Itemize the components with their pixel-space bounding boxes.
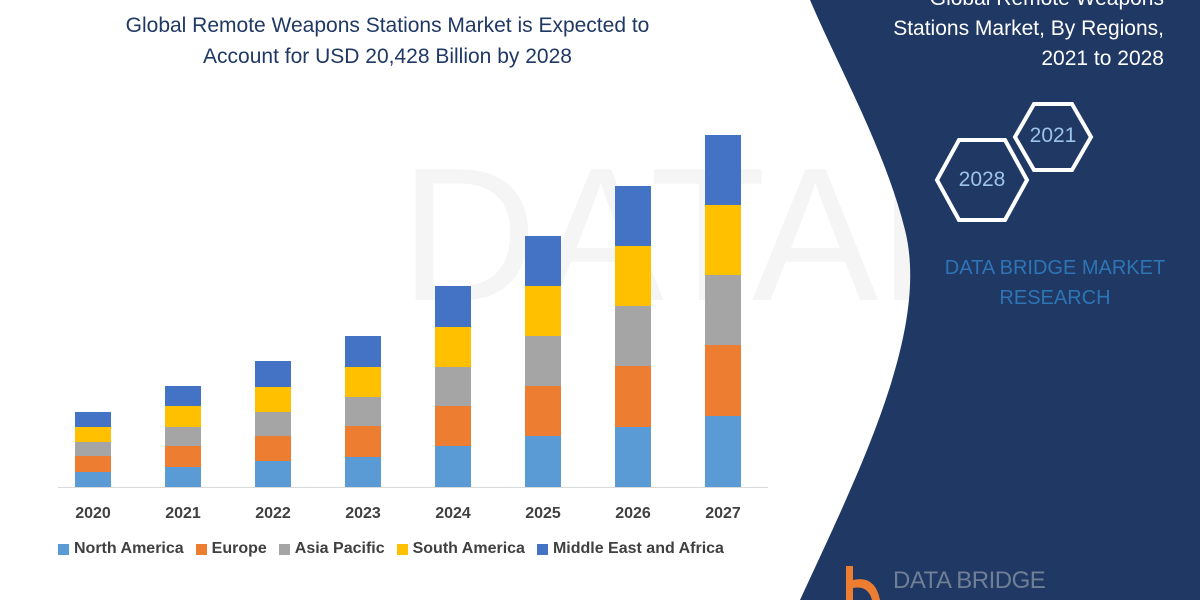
legend-swatch [278, 543, 290, 555]
x-tick-label: 2027 [705, 505, 741, 522]
side-panel-background [800, 0, 1200, 600]
title-line-1: Global Remote Weapons Stations Market is… [125, 14, 650, 37]
legend-item: South America [396, 540, 525, 558]
x-tick-label: 2025 [525, 505, 561, 522]
bar-segment-2021-middle-east-and-africa [165, 386, 201, 406]
bar-segment-2023-south-america [345, 367, 381, 397]
bar-segment-2024-south-america [435, 327, 471, 367]
stacked-bar-chart: 2020 2021 2022 2023 2024 2025 2026 2027 [58, 135, 768, 522]
bar-segment-2025-south-america [525, 286, 561, 336]
bar-segment-2022-north-america [255, 461, 291, 487]
bar-segment-2022-europe [255, 436, 291, 461]
legend-swatch [58, 543, 69, 555]
bar-segment-2027-north-america [705, 416, 741, 487]
legend-item: Asia Pacific [278, 540, 385, 558]
bar-segment-2022-asia-pacific [255, 412, 291, 436]
bar-segment-2023-north-america [345, 457, 381, 487]
bar-segment-2020-north-america [75, 472, 111, 487]
bar-segment-2025-asia-pacific [525, 336, 561, 386]
x-tick-label: 2021 [165, 505, 201, 522]
bar-segment-2021-asia-pacific [165, 427, 201, 446]
legend: North America Europe Asia Pacific South Ame… [58, 540, 724, 558]
bar-segment-2024-middle-east-and-africa [435, 286, 471, 327]
legend-label: Europe [211, 540, 267, 557]
brand-line-2: RESEARCH [999, 287, 1111, 309]
legend-swatch [536, 543, 548, 555]
bar-segment-2020-south-america [75, 427, 111, 442]
bar-segment-2025-north-america [525, 436, 561, 487]
logo-icon [846, 566, 880, 600]
chart-title: Global Remote Weapons Stations Market is… [60, 10, 715, 72]
bar-segment-2027-south-america [705, 205, 741, 275]
bar-segment-2026-north-america [615, 427, 651, 487]
legend-item: North America [58, 540, 184, 558]
x-tick-label: 2026 [615, 505, 651, 522]
bar-segment-2027-middle-east-and-africa [705, 135, 741, 205]
bar-segment-2020-asia-pacific [75, 442, 111, 456]
bar-segment-2022-middle-east-and-africa [255, 361, 291, 387]
bar-segment-2023-middle-east-and-africa [345, 336, 381, 367]
bar-segment-2024-europe [435, 406, 471, 446]
bar-segment-2024-asia-pacific [435, 367, 471, 406]
bar-segment-2025-europe [525, 386, 561, 436]
side-panel-title: Global Remote Weapons Stations Market, B… [804, 0, 1164, 74]
legend-swatch [396, 543, 408, 555]
x-tick-label: 2024 [435, 505, 471, 522]
x-tick-label: 2020 [75, 505, 111, 522]
x-tick-label: 2023 [345, 505, 381, 522]
hexagon-2021 [1012, 102, 1094, 172]
side-title-line-2: Stations Market, By Regions, [893, 17, 1164, 40]
bar-segment-2027-europe [705, 345, 741, 416]
legend-swatch [195, 543, 207, 555]
side-title-line-3: 2021 to 2028 [1041, 47, 1164, 70]
bar-segment-2021-north-america [165, 467, 201, 487]
legend-item: Middle East and Africa [536, 540, 724, 558]
logo-text: DATA BRIDGE [893, 567, 1046, 594]
hexagon-2028 [934, 138, 1030, 222]
x-tick-label: 2022 [255, 505, 291, 522]
bar-segment-2023-europe [345, 426, 381, 457]
bar-segment-2026-asia-pacific [615, 306, 651, 366]
bar-segment-2026-europe [615, 366, 651, 427]
legend-label: South America [412, 540, 525, 557]
legend-item: Europe [195, 540, 267, 558]
legend-label: Asia Pacific [294, 540, 385, 557]
bar-segment-2021-south-america [165, 406, 201, 427]
bar-segment-2020-europe [75, 456, 111, 472]
hex-year-2021: 2021 [1029, 124, 1077, 147]
legend-label: North America [74, 540, 184, 557]
bar-segment-2023-asia-pacific [345, 397, 381, 426]
hex-year-2028: 2028 [958, 168, 1006, 191]
bar-segment-2026-middle-east-and-africa [615, 186, 651, 246]
bar-segment-2027-asia-pacific [705, 275, 741, 345]
side-title-line-1: Global Remote Weapons [804, 0, 1164, 14]
title-line-2: Account for USD 20,428 Billion by 2028 [203, 45, 572, 68]
bar-segment-2021-europe [165, 446, 201, 467]
brand-line-1: DATA BRIDGE MARKET [944, 257, 1166, 279]
brand-text: DATA BRIDGE MARKET RESEARCH [925, 253, 1185, 313]
bar-segment-2024-north-america [435, 446, 471, 487]
bar-segment-2025-middle-east-and-africa [525, 236, 561, 286]
bar-segment-2020-middle-east-and-africa [75, 412, 111, 427]
bar-segment-2026-south-america [615, 246, 651, 306]
legend-label: Middle East and Africa [552, 540, 724, 557]
bar-segment-2022-south-america [255, 387, 291, 412]
